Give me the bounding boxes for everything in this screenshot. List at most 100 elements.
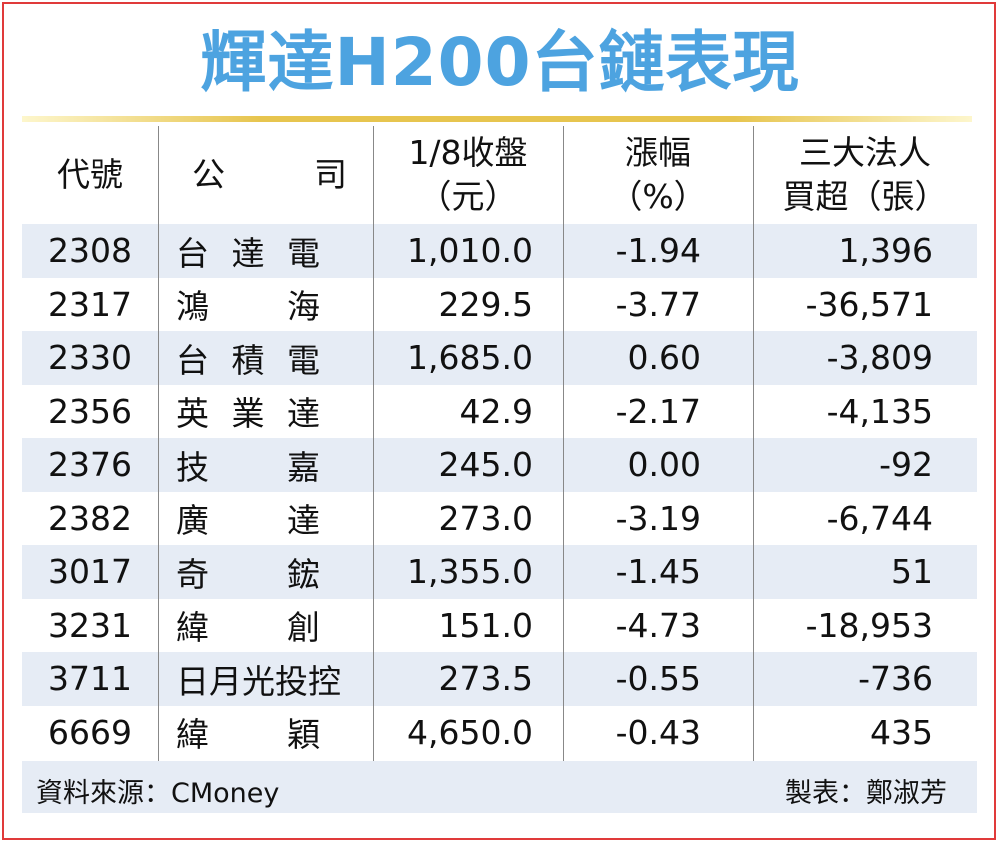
institutional-net-buy: -18,953 [805,605,933,645]
close-price: 1,010.0 [407,231,533,271]
title-divider [22,116,972,122]
institutional-net-buy: 51 [891,552,933,592]
company-name: 台達電 [158,224,373,278]
table-row: 6669 緯穎 4,650.0 -0.43 435 [22,706,977,760]
table-header: 代號 公 司 1/8收盤 （元） 漲幅 （%） 三大法人 買超（張） [22,126,977,224]
company-name-part: 海 [287,287,320,327]
table-row: 2308 台達電 1,010.0 -1.94 1,396 [22,224,977,278]
header-company-label-a: 公 [192,155,225,194]
header-inst-unit: 買超（張） [782,177,948,216]
close-price: 4,650.0 [407,712,533,752]
institutional-net-buy: -6,744 [826,498,933,538]
close-price: 151.0 [438,605,533,645]
close-price: 273.0 [438,498,533,538]
company-name-part: 嘉 [287,447,320,487]
stock-code: 2330 [48,338,132,378]
close-price: 1,355.0 [407,552,533,592]
change-percent: 0.60 [627,338,701,378]
header-close: 1/8收盤 （元） [373,126,563,224]
change-percent: -3.77 [615,284,701,324]
change-percent: -1.94 [615,231,701,271]
company-name: 緯創 [158,599,373,653]
company-name: 日月光投控 [158,652,373,706]
table-row: 3017 奇鋐 1,355.0 -1.45 51 [22,545,977,599]
change-percent: 0.00 [627,445,701,485]
change-percent: -3.19 [615,498,701,538]
company-name: 技嘉 [158,438,373,492]
close-price: 273.5 [438,659,533,699]
company-name: 緯穎 [158,706,373,760]
company-name-part: 台 [176,340,209,380]
company-name-part: 電 [287,233,320,273]
column-divider [753,126,754,761]
stock-code: 2356 [48,391,132,431]
header-code: 代號 [22,126,158,224]
company-name-part: 創 [287,608,320,648]
close-price: 245.0 [438,445,533,485]
header-code-label: 代號 [57,155,123,194]
table-footer: 資料來源：CMoney 製表：鄭淑芳 [22,761,977,813]
change-percent: -0.55 [615,659,701,699]
header-change: 漲幅 （%） [563,126,753,224]
table-row: 3711 日月光投控 273.5 -0.55 -736 [22,652,977,706]
header-institutional: 三大法人 買超（張） [753,126,977,224]
institutional-net-buy: -736 [858,659,933,699]
stock-code: 3711 [48,659,132,699]
institutional-net-buy: -92 [879,445,933,485]
company-name: 奇鋐 [158,545,373,599]
stock-code: 2308 [48,231,132,271]
header-company-label-b: 司 [314,155,347,194]
stock-code: 2382 [48,498,132,538]
source-note: 資料來源：CMoney [36,778,280,809]
company-name-part: 技 [176,447,209,487]
institutional-net-buy: -4,135 [826,391,933,431]
table-body: 2308 台達電 1,010.0 -1.94 1,396 2317 鴻海 229.5 -3.77… [22,224,977,759]
stock-code: 2376 [48,445,132,485]
company-name: 台積電 [158,331,373,385]
company-name-part: 英 [176,394,209,434]
stock-code: 2317 [48,284,132,324]
company-name-part: 業 [231,394,265,434]
company-name-part: 緯 [176,715,209,755]
table-row: 2376 技嘉 245.0 0.00 -92 [22,438,977,492]
stock-code: 3231 [48,605,132,645]
company-name: 鴻海 [158,278,373,332]
table-row: 3231 緯創 151.0 -4.73 -18,953 [22,599,977,653]
institutional-net-buy: -36,571 [805,284,933,324]
header-close-label: 1/8收盤 [408,133,528,172]
company-name-part: 鋐 [287,554,320,594]
institutional-net-buy: 1,396 [838,231,933,271]
company-name-part: 達 [231,233,265,273]
column-divider [563,126,564,761]
change-percent: -4.73 [615,605,701,645]
column-divider [373,126,374,761]
header-inst-label: 三大法人 [799,133,931,172]
institutional-net-buy: 435 [870,712,933,752]
column-divider [158,126,159,761]
header-company: 公 司 [158,126,373,224]
company-name-part: 達 [287,394,320,434]
company-name-part: 廣 [176,501,209,541]
table-row: 2330 台積電 1,685.0 0.60 -3,809 [22,331,977,385]
header-change-unit: （%） [609,177,707,216]
header-close-unit: （元） [418,177,518,216]
company-name: 廣達 [158,492,373,546]
company-name-part: 電 [287,340,320,380]
company-name-part: 穎 [287,715,320,755]
institutional-net-buy: -3,809 [826,338,933,378]
header-change-label: 漲幅 [625,133,691,172]
company-name-part: 鴻 [176,287,209,327]
close-price: 42.9 [459,391,533,431]
company-name-part: 達 [287,501,320,541]
credit-note: 製表：鄭淑芳 [785,778,947,809]
stock-table: 代號 公 司 1/8收盤 （元） 漲幅 （%） 三大法人 買超（張） 2308 台… [22,126,977,761]
table-row: 2382 廣達 273.0 -3.19 -6,744 [22,492,977,546]
change-percent: -0.43 [615,712,701,752]
page-title: 輝達H200台鏈表現 [200,24,800,101]
change-percent: -2.17 [615,391,701,431]
company-name: 英業達 [158,385,373,439]
company-name-part: 積 [231,340,265,380]
company-name-part: 緯 [176,608,209,648]
company-name-part: 奇 [176,554,209,594]
